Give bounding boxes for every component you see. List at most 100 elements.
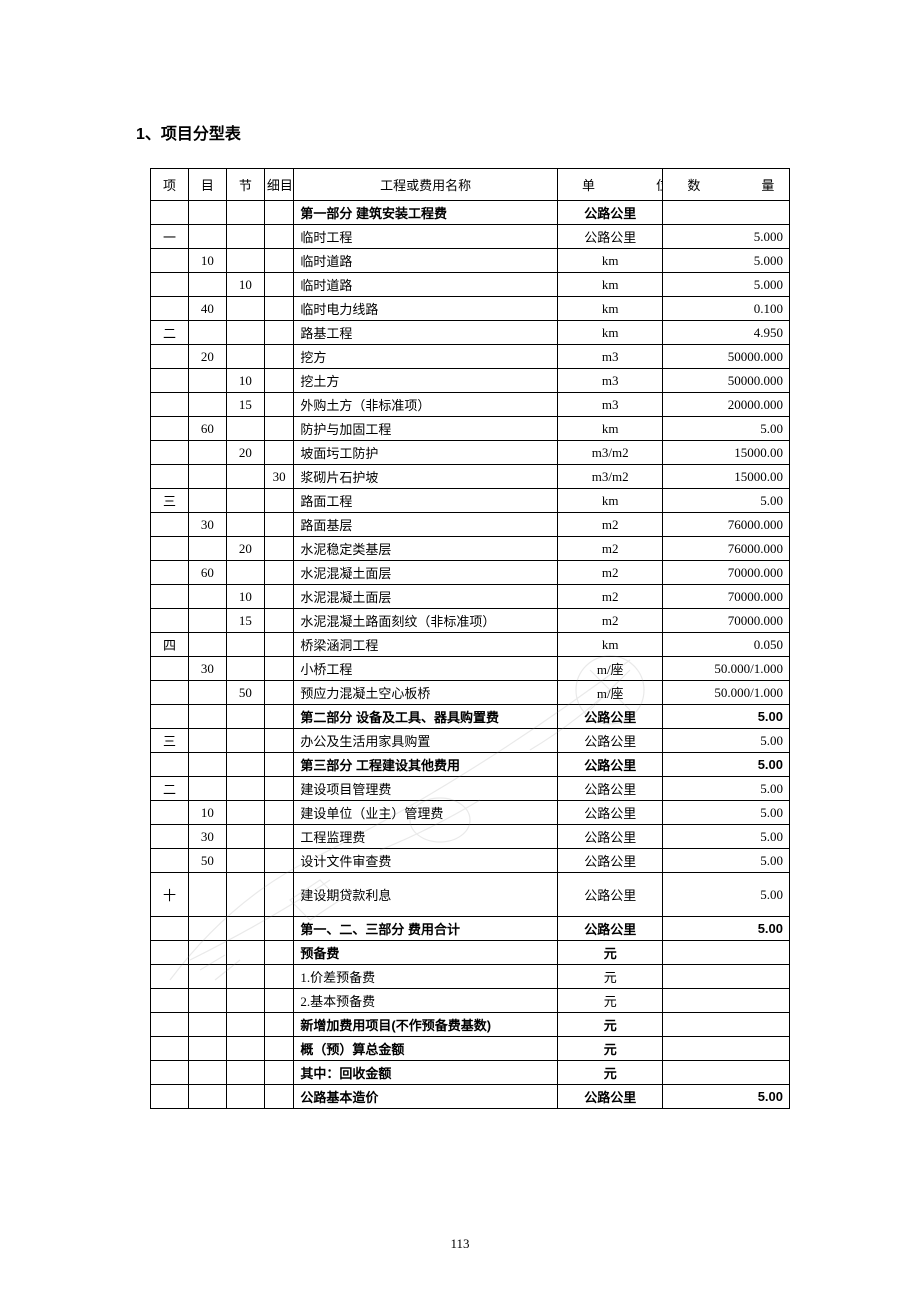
cell-qty: 5.00: [663, 777, 790, 801]
cell-unit: m3: [557, 393, 662, 417]
table-row: 50预应力混凝土空心板桥m/座50.000/1.000: [151, 681, 790, 705]
cell-xiang: [151, 705, 189, 729]
cell-unit: km: [557, 417, 662, 441]
cell-mu: [188, 753, 226, 777]
table-row: 一临时工程公路公里5.000: [151, 225, 790, 249]
cell-unit: km: [557, 321, 662, 345]
cell-mu: 30: [188, 657, 226, 681]
cell-mu: 30: [188, 825, 226, 849]
cell-xiang: [151, 273, 189, 297]
cell-mu: [188, 609, 226, 633]
cell-mu: [188, 225, 226, 249]
cell-name: 1.价差预备费: [294, 965, 558, 989]
cell-ximu: 30: [264, 465, 294, 489]
cell-unit: 公路公里: [557, 873, 662, 917]
cell-xiang: [151, 465, 189, 489]
cell-qty: 5.000: [663, 273, 790, 297]
cell-xiang: [151, 825, 189, 849]
cell-qty: 70000.000: [663, 585, 790, 609]
cell-xiang: [151, 1085, 189, 1109]
cell-xiang: [151, 801, 189, 825]
cell-qty: [663, 1013, 790, 1037]
cell-name: 路基工程: [294, 321, 558, 345]
table-row: 10挖土方m350000.000: [151, 369, 790, 393]
cell-ximu: [264, 609, 294, 633]
cell-mu: 40: [188, 297, 226, 321]
cell-mu: [188, 1037, 226, 1061]
cell-mu: [188, 633, 226, 657]
cell-unit: km: [557, 489, 662, 513]
cell-unit: m/座: [557, 657, 662, 681]
cell-xiang: [151, 585, 189, 609]
table-row: 30路面基层m276000.000: [151, 513, 790, 537]
table-row: 10水泥混凝土面层m270000.000: [151, 585, 790, 609]
cell-name: 水泥混凝土面层: [294, 561, 558, 585]
cell-ximu: [264, 705, 294, 729]
cell-unit: 元: [557, 965, 662, 989]
cell-qty: 5.00: [663, 917, 790, 941]
cell-name: 临时工程: [294, 225, 558, 249]
cell-jie: [226, 873, 264, 917]
cell-xiang: [151, 1013, 189, 1037]
table-row: 三路面工程km5.00: [151, 489, 790, 513]
cell-unit: 公路公里: [557, 825, 662, 849]
cell-qty: [663, 1061, 790, 1085]
cell-qty: 5.00: [663, 753, 790, 777]
cell-jie: [226, 657, 264, 681]
cell-jie: [226, 777, 264, 801]
cell-name: 第三部分 工程建设其他费用: [294, 753, 558, 777]
cell-unit: 元: [557, 1061, 662, 1085]
table-row: 四桥梁涵洞工程km0.050: [151, 633, 790, 657]
cell-mu: 60: [188, 561, 226, 585]
cell-unit: m2: [557, 561, 662, 585]
cell-xiang: 三: [151, 729, 189, 753]
cell-mu: [188, 1085, 226, 1109]
table-header-row: 项 目 节 细目 工程或费用名称 单 位 数 量: [151, 169, 790, 201]
cell-qty: [663, 201, 790, 225]
th-unit: 单 位: [557, 169, 662, 201]
cell-jie: [226, 321, 264, 345]
cell-xiang: [151, 1037, 189, 1061]
cell-unit: km: [557, 273, 662, 297]
cell-name: 新增加费用项目(不作预备费基数): [294, 1013, 558, 1037]
cell-unit: m3/m2: [557, 465, 662, 489]
cell-mu: [188, 369, 226, 393]
cell-ximu: [264, 777, 294, 801]
cell-xiang: [151, 513, 189, 537]
cell-xiang: [151, 989, 189, 1013]
cell-qty: 5.00: [663, 801, 790, 825]
cell-jie: [226, 849, 264, 873]
cell-qty: 5.00: [663, 825, 790, 849]
cell-unit: 公路公里: [557, 849, 662, 873]
cell-qty: 15000.00: [663, 465, 790, 489]
cell-ximu: [264, 849, 294, 873]
table-row: 第二部分 设备及工具、器具购置费公路公里5.00: [151, 705, 790, 729]
cell-xiang: [151, 609, 189, 633]
cell-mu: [188, 465, 226, 489]
cell-mu: [188, 537, 226, 561]
cell-mu: 30: [188, 513, 226, 537]
cell-name: 设计文件审查费: [294, 849, 558, 873]
table-row: 20水泥稳定类基层m276000.000: [151, 537, 790, 561]
cell-qty: 5.000: [663, 249, 790, 273]
cell-jie: [226, 489, 264, 513]
cell-qty: 5.00: [663, 489, 790, 513]
cell-name: 办公及生活用家具购置: [294, 729, 558, 753]
cell-qty: [663, 989, 790, 1013]
cell-name: 外购土方（非标准项）: [294, 393, 558, 417]
cell-jie: 50: [226, 681, 264, 705]
cell-qty: 15000.00: [663, 441, 790, 465]
cell-mu: [188, 273, 226, 297]
cell-jie: 10: [226, 273, 264, 297]
cell-xiang: [151, 941, 189, 965]
cell-jie: [226, 753, 264, 777]
table-container: 项 目 节 细目 工程或费用名称 单 位 数 量 第一部分 建筑安装工程费公路公…: [132, 168, 788, 1109]
th-jie: 节: [226, 169, 264, 201]
th-mu: 目: [188, 169, 226, 201]
cell-jie: [226, 1085, 264, 1109]
cell-ximu: [264, 393, 294, 417]
cell-qty: 4.950: [663, 321, 790, 345]
cell-jie: 15: [226, 393, 264, 417]
cell-xiang: [151, 681, 189, 705]
cell-jie: 10: [226, 369, 264, 393]
